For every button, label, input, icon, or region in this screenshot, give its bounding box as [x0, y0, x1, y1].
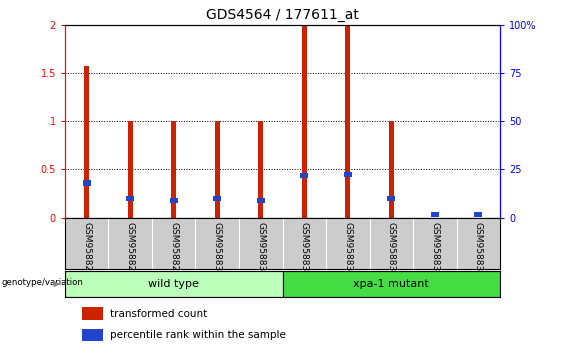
Bar — [344, 172, 352, 177]
Text: GSM958836: GSM958836 — [474, 222, 483, 277]
Text: xpa-1 mutant: xpa-1 mutant — [353, 279, 429, 289]
Bar — [300, 173, 308, 178]
Bar — [302, 25, 307, 218]
Bar — [345, 25, 350, 218]
Text: GSM958832: GSM958832 — [300, 222, 308, 277]
Text: wild type: wild type — [148, 279, 199, 289]
Bar — [387, 196, 396, 201]
Text: genotype/variation: genotype/variation — [1, 278, 83, 287]
Bar — [282, 271, 500, 297]
Text: GSM958831: GSM958831 — [257, 222, 265, 277]
Text: transformed count: transformed count — [110, 309, 207, 319]
Bar — [213, 196, 221, 201]
Bar — [82, 180, 91, 185]
Bar — [389, 121, 394, 218]
Bar — [82, 307, 103, 320]
Title: GDS4564 / 177611_at: GDS4564 / 177611_at — [206, 8, 359, 22]
Text: GSM958827: GSM958827 — [82, 222, 91, 277]
Text: GSM958835: GSM958835 — [431, 222, 439, 277]
Bar — [171, 121, 176, 218]
Bar — [82, 329, 103, 341]
Bar — [258, 121, 263, 218]
Text: GSM958828: GSM958828 — [126, 222, 134, 277]
Bar — [126, 196, 134, 201]
Bar — [65, 271, 282, 297]
Text: percentile rank within the sample: percentile rank within the sample — [110, 330, 286, 340]
Text: GSM958830: GSM958830 — [213, 222, 221, 277]
Text: GSM958829: GSM958829 — [170, 222, 178, 277]
Bar — [128, 121, 133, 218]
Text: GSM958834: GSM958834 — [387, 222, 396, 277]
Bar — [257, 198, 265, 203]
Bar — [474, 212, 483, 217]
Bar — [170, 198, 178, 203]
Bar — [431, 212, 439, 217]
Bar — [215, 121, 220, 218]
Bar — [84, 66, 89, 218]
Text: GSM958833: GSM958833 — [344, 222, 352, 277]
